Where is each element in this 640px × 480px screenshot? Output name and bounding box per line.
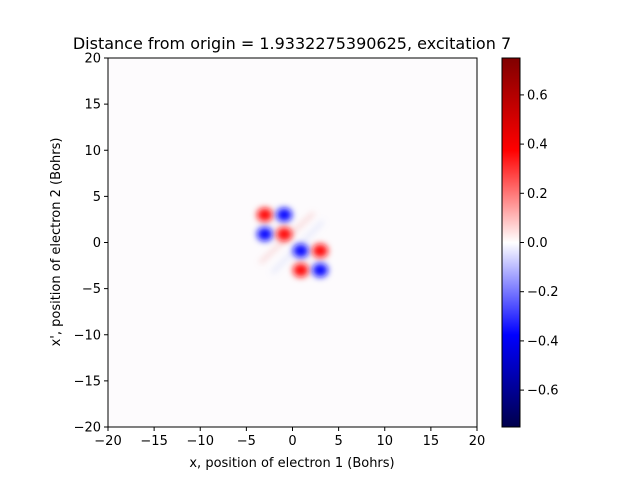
colorbar-tick-label: −0.4 bbox=[527, 334, 559, 349]
y-tick-label: −5 bbox=[82, 282, 101, 297]
y-tick-label: 0 bbox=[93, 236, 101, 251]
plot-background bbox=[108, 58, 477, 427]
x-tick-label: −10 bbox=[187, 434, 214, 449]
colorbar-tick-label: 0.2 bbox=[527, 187, 548, 202]
x-tick-label: −20 bbox=[94, 434, 121, 449]
y-tick-label: 5 bbox=[93, 190, 101, 205]
y-tick-label: −10 bbox=[74, 328, 101, 343]
positive-lobe bbox=[276, 227, 293, 242]
y-tick-label: −20 bbox=[74, 421, 101, 436]
heatmap-layer bbox=[256, 207, 329, 278]
y-tick-label: 20 bbox=[84, 52, 101, 67]
chart-title: Distance from origin = 1.9332275390625, … bbox=[73, 34, 511, 53]
x-tick-label: 5 bbox=[334, 434, 342, 449]
colorbar-tick-label: −0.2 bbox=[527, 285, 559, 300]
colorbar-tick-label: 0.4 bbox=[527, 138, 548, 153]
positive-lobe bbox=[292, 263, 309, 278]
x-tick-label: 0 bbox=[288, 434, 296, 449]
y-tick-label: 15 bbox=[84, 98, 101, 113]
y-tick-label: −15 bbox=[74, 374, 101, 389]
y-axis-ticks: −20 −15 −10 −5 0 5 10 15 20 bbox=[74, 52, 108, 436]
negative-lobe bbox=[276, 207, 293, 222]
y-tick-label: 10 bbox=[84, 144, 101, 159]
x-axis-label: x, position of electron 1 (Bohrs) bbox=[189, 456, 394, 471]
colorbar-tick-label: −0.6 bbox=[527, 384, 559, 399]
x-tick-label: 15 bbox=[423, 434, 440, 449]
positive-lobe bbox=[312, 243, 329, 258]
negative-lobe bbox=[256, 227, 273, 242]
negative-lobe bbox=[292, 243, 309, 258]
x-axis-ticks: −20 −15 −10 −5 0 5 10 15 20 bbox=[94, 427, 485, 449]
x-tick-label: −15 bbox=[140, 434, 167, 449]
positive-lobe bbox=[256, 207, 273, 222]
colorbar-ticks: −0.6 −0.4 −0.2 0.0 0.2 0.4 0.6 bbox=[520, 88, 559, 399]
colorbar bbox=[501, 57, 521, 428]
negative-lobe bbox=[312, 263, 329, 278]
colorbar-tick-label: 0.0 bbox=[527, 236, 548, 251]
x-tick-label: 20 bbox=[469, 434, 486, 449]
y-axis-label: x', position of electron 2 (Bohrs) bbox=[49, 138, 64, 347]
x-tick-label: −5 bbox=[237, 434, 256, 449]
x-tick-label: 10 bbox=[376, 434, 393, 449]
colorbar-tick-label: 0.6 bbox=[527, 88, 548, 103]
